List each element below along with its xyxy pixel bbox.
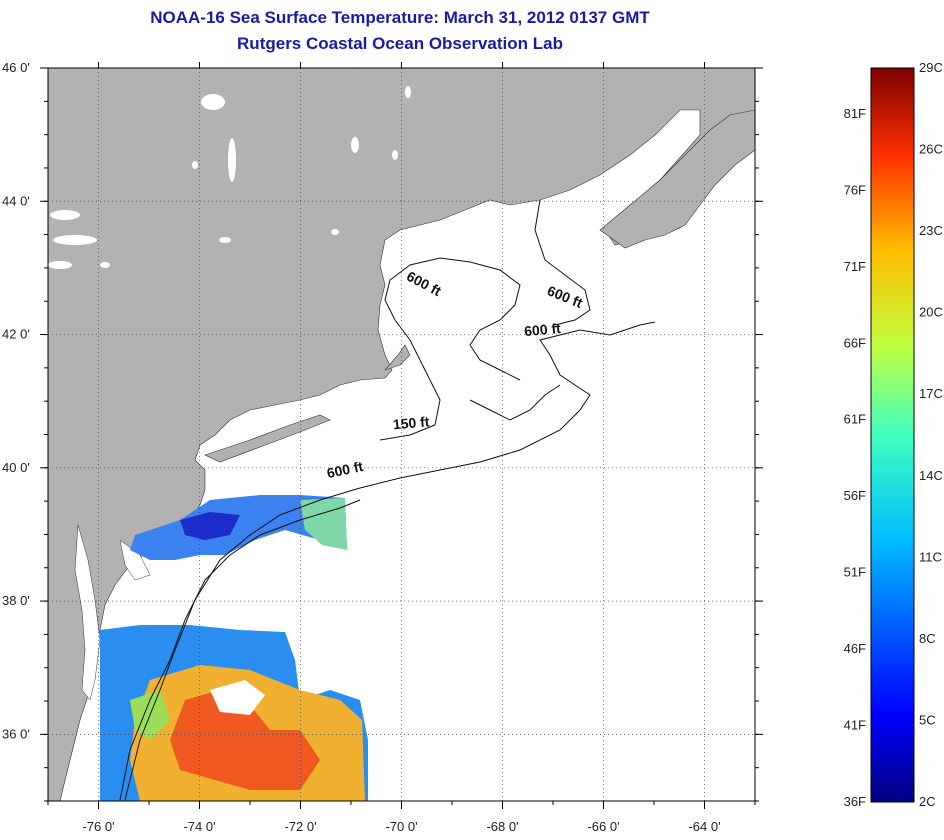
colorbar-c-label: 20C	[919, 305, 943, 320]
colorbar-f-label: 51F	[844, 565, 866, 580]
contour-label: 600 ft	[524, 320, 562, 339]
contour-label: 150 ft	[392, 413, 430, 432]
land-long-island	[204, 414, 331, 463]
lat-tick-label: 36 0'	[2, 726, 30, 741]
sst-patch-south-cloud	[210, 680, 265, 715]
colorbar-c-label: 29C	[919, 60, 943, 75]
lon-tick-label: -68 0'	[486, 819, 518, 834]
lon-tick-label: -76 0'	[82, 819, 114, 834]
lon-tick-label: -66 0'	[587, 819, 619, 834]
colorbar-f-label: 61F	[844, 412, 866, 427]
sst-patch-nj-shelf	[130, 495, 347, 560]
land-cape-cod	[384, 344, 411, 371]
lat-tick-label: 38 0'	[2, 593, 30, 608]
contour-label: 600 ft	[325, 458, 364, 481]
colorbar-c-label: 26C	[919, 142, 943, 157]
colorbar-c-label: 17C	[919, 386, 943, 401]
lat-tick-label: 44 0'	[2, 193, 30, 208]
map-title: NOAA-16 Sea Surface Temperature: March 3…	[150, 8, 650, 27]
chesapeake-bay	[74, 524, 101, 701]
colorbar-c-label: 5C	[919, 712, 936, 727]
map-subtitle: Rutgers Coastal Ocean Observation Lab	[237, 34, 563, 53]
lon-tick-label: -74 0'	[183, 819, 215, 834]
lat-tick-label: 46 0'	[2, 60, 30, 75]
colorbar-c-label: 14C	[919, 468, 943, 483]
colorbar-c-label: 11C	[919, 549, 942, 564]
axis-ticks	[40, 62, 763, 809]
lon-tick-label: -70 0'	[385, 819, 417, 834]
lakes	[48, 86, 411, 269]
colorbar	[870, 67, 915, 803]
axis-labels: -76 0' -74 0' -72 0' -70 0' -68 0' -66 0' -64 …	[2, 60, 721, 834]
colorbar-f-label: 56F	[844, 488, 866, 503]
sst-patch-nj-cold	[180, 512, 240, 540]
colorbar-f-label: 46F	[844, 641, 866, 656]
bathymetry-contours	[119, 199, 656, 801]
sst-patch-south-hot	[170, 690, 320, 790]
land-nova-scotia	[599, 109, 755, 249]
colorbar-f-label: 81F	[844, 106, 866, 121]
lon-tick-label: -64 0'	[688, 819, 720, 834]
colorbar-labels: 36F 41F 46F 51F 56F 61F 66F 71F 76F 81F 2C 5C 8C 11C 1…	[844, 60, 943, 809]
lat-tick-label: 40 0'	[2, 460, 30, 475]
colorbar-f-label: 71F	[844, 259, 866, 274]
sst-patch-nj-warm	[300, 498, 347, 550]
colorbar-c-label: 8C	[919, 631, 936, 646]
colorbar-c-label: 2C	[919, 794, 936, 809]
lat-tick-label: 42 0'	[2, 327, 30, 342]
colorbar-f-label: 76F	[844, 182, 866, 197]
colorbar-c-label: 23C	[919, 223, 943, 238]
colorbar-f-label: 66F	[844, 335, 866, 350]
lon-tick-label: -72 0'	[284, 819, 316, 834]
colorbar-f-label: 41F	[844, 718, 866, 733]
colorbar-f-label: 36F	[844, 794, 866, 809]
